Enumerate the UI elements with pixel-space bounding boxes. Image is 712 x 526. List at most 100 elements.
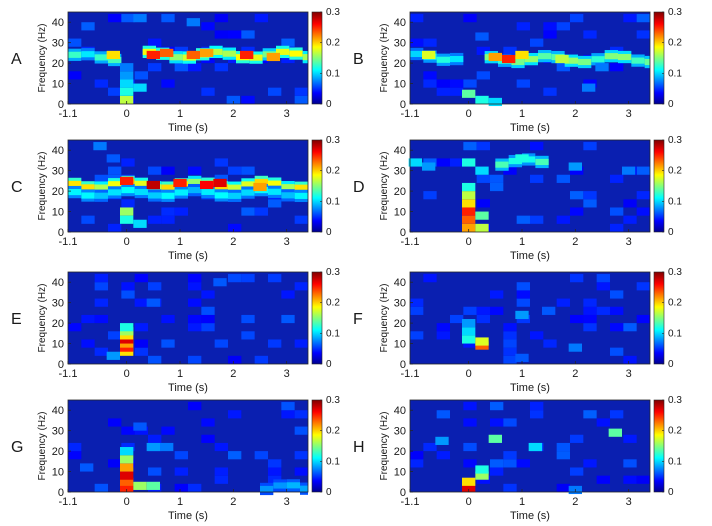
x-axis-label: Time (s) [510, 510, 550, 522]
x-tick-label: 3 [284, 368, 290, 380]
x-tick-label: -1.1 [401, 368, 420, 380]
heatmap-cell [146, 442, 160, 452]
y-tick-label: 10 [52, 79, 64, 91]
colorbar [653, 271, 665, 365]
plot-frame [409, 11, 651, 105]
heatmap-noise-cell [148, 166, 162, 175]
heatmap-noise-cell [188, 166, 202, 175]
y-tick-label: 10 [394, 207, 406, 219]
heatmap-noise-cell [570, 467, 584, 476]
colorbar-tick-label: 0.3 [326, 7, 340, 18]
y-tick-label: 40 [52, 405, 64, 417]
heatmap-noise-cell [556, 215, 570, 224]
heatmap-noise-cell [174, 467, 188, 476]
heatmap-noise-cell [450, 87, 464, 96]
heatmap-cell [582, 83, 596, 92]
heatmap-noise-cell [476, 199, 490, 208]
heatmap-noise-cell [188, 483, 202, 492]
heatmap-noise-cell [188, 63, 202, 72]
heatmap-cell [120, 323, 134, 332]
heatmap-band-cell [289, 50, 303, 57]
heatmap-noise-cell [214, 14, 228, 23]
colorbar-tick-label: 0 [326, 359, 332, 370]
heatmap-noise-cell [436, 79, 450, 88]
colorbar-tick-label: 0.3 [326, 267, 340, 278]
heatmap-noise-cell [294, 339, 308, 348]
heatmap-band-cell [228, 192, 242, 199]
colorbar-tick-label: 0 [668, 487, 674, 498]
heatmap-noise-cell [583, 323, 597, 332]
heatmap-cell [475, 337, 489, 346]
heatmap-noise-cell [636, 314, 650, 324]
heatmap-band-cell [294, 184, 308, 191]
heatmap-noise-cell [530, 402, 544, 411]
heatmap-noise-cell [623, 355, 637, 364]
heatmap-noise-cell [294, 467, 308, 476]
y-tick-label: 0 [400, 99, 406, 111]
heatmap-noise-cell [623, 199, 637, 208]
panel-letter: E [11, 311, 22, 328]
x-tick-label: 0 [466, 108, 472, 120]
heatmap-cell [462, 182, 476, 192]
heatmap-noise-cell [201, 87, 215, 96]
y-tick-label: 20 [52, 318, 64, 330]
heatmap-noise-cell [108, 459, 122, 468]
heatmap-noise-cell [503, 418, 517, 427]
colorbar-tick-label: 0.2 [326, 166, 340, 177]
heatmap-noise-cell [108, 418, 122, 427]
heatmap-noise-cell [121, 426, 135, 435]
heatmap-band-cell [241, 189, 255, 196]
heatmap-noise-cell [281, 314, 295, 324]
heatmap-noise-cell [121, 282, 135, 291]
y-tick-label: 30 [394, 38, 406, 50]
x-tick-label: 2 [230, 496, 236, 508]
heatmap-noise-cell [503, 46, 517, 55]
heatmap-noise-cell [636, 475, 650, 484]
heatmap-noise-cell [268, 199, 282, 208]
colorbar-tick-label: 0 [668, 227, 674, 238]
heatmap-band-cell [68, 180, 82, 187]
heatmap-noise-cell [516, 22, 530, 31]
colorbar-tick-label: 0 [326, 99, 332, 110]
heatmap-noise-cell [161, 426, 175, 435]
heatmap-cell [120, 207, 134, 216]
colorbar [653, 139, 665, 233]
heatmap-cell [80, 463, 94, 472]
y-tick-label: 40 [394, 405, 406, 417]
heatmap-noise-cell [503, 166, 517, 175]
heatmap-band-cell [94, 192, 108, 199]
panel-letter: A [11, 51, 22, 68]
heatmap-cell [555, 54, 569, 64]
heatmap-noise-cell [530, 38, 544, 47]
heatmap-band-cell [604, 53, 618, 60]
heatmap-noise-cell [94, 274, 108, 283]
heatmap-noise-cell [503, 331, 517, 340]
heatmap-noise-cell [134, 323, 148, 332]
heatmap-noise-cell [148, 355, 162, 364]
heatmap-cell [462, 477, 476, 486]
heatmap-band-cell [268, 188, 282, 195]
heatmap-cell [106, 50, 120, 60]
heatmap-noise-cell [81, 339, 95, 348]
heatmap-noise-cell [121, 199, 135, 208]
x-tick-label: 2 [230, 236, 236, 248]
heatmap-cell [93, 142, 107, 151]
colorbar-tick-label: 0.3 [326, 395, 340, 406]
x-axis-label: Time (s) [168, 382, 208, 394]
x-tick-label: 0 [466, 496, 472, 508]
plot-frame [409, 139, 651, 233]
heatmap-cell [408, 158, 422, 167]
heatmap-noise-cell [134, 298, 148, 307]
heatmap-noise-cell [241, 274, 255, 283]
y-axis-label: Frequency (Hz) [37, 412, 48, 481]
heatmap-noise-cell [543, 30, 557, 39]
heatmap-noise-cell [610, 347, 624, 356]
heatmap-noise-cell [636, 30, 650, 39]
heatmap-noise-cell [476, 142, 490, 151]
heatmap-band-cell [644, 58, 650, 66]
y-tick-label: 30 [394, 426, 406, 438]
heatmap-band-cell [495, 161, 509, 168]
heatmap-noise-cell [241, 30, 255, 39]
colorbar-tick-label: 0.2 [668, 38, 682, 49]
